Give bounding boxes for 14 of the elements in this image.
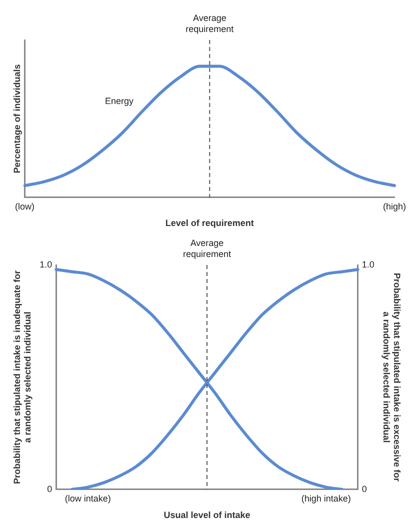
y2-axis-title: Probability that stipulated intake is excessive for a randomly selected individual	[381, 272, 402, 482]
x-tick-label: (low intake)	[64, 493, 111, 504]
y-axis-title: Percentage of individuals	[12, 64, 22, 174]
x-tick-label: (low)	[15, 201, 35, 212]
x-axis-title: Usual level of intake	[164, 510, 250, 520]
series-label: Energy	[105, 96, 134, 106]
x-tick-label: (high)	[382, 201, 406, 212]
y2-tick-label: 0	[362, 484, 367, 494]
x-tick-label: (high intake)	[301, 493, 351, 504]
text: Average requirement	[186, 12, 234, 34]
y2-tick-label: 1.0	[362, 259, 374, 270]
y-axis-title: Probability that stipulated intake is inadequate for a randomly selected individual	[12, 270, 33, 484]
text: Average requirement	[182, 238, 232, 259]
x-axis-title: Level of requirement	[165, 218, 254, 228]
